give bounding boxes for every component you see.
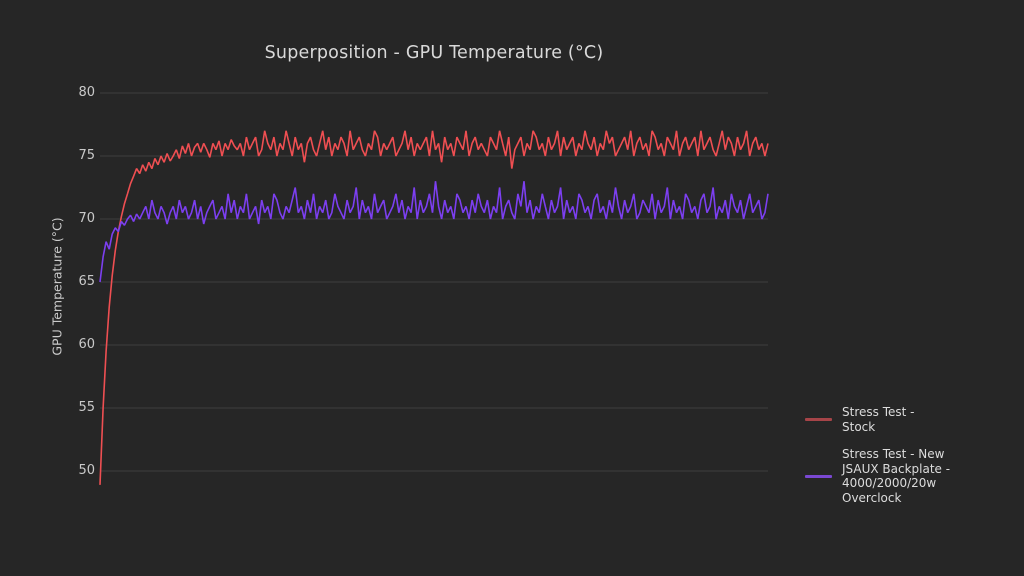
- chart-title: Superposition - GPU Temperature (°C): [264, 43, 604, 63]
- legend-swatch-jsaux-overclock: [805, 474, 832, 478]
- y-tick-label: 70: [78, 211, 95, 226]
- legend-label-jsaux-overclock: Stress Test - New JSAUX Backplate - 4000…: [842, 447, 951, 505]
- legend-swatch-stock: [805, 418, 832, 421]
- y-tick-label: 55: [78, 400, 95, 415]
- y-tick-label: 80: [78, 85, 95, 100]
- y-tick-label: 60: [78, 337, 95, 352]
- y-tick-label: 75: [78, 148, 95, 163]
- series-line-jsaux-overclock: [99, 181, 769, 283]
- legend: Stress Test - Stock Stress Test - New JS…: [805, 405, 1005, 505]
- legend-item-stock: Stress Test - Stock: [805, 405, 1005, 434]
- y-tick-label: 50: [78, 463, 95, 478]
- legend-item-jsaux-overclock: Stress Test - New JSAUX Backplate - 4000…: [805, 447, 1005, 505]
- series-line-stock: [99, 130, 769, 485]
- y-tick-label: 65: [78, 274, 95, 289]
- legend-label-stock: Stress Test - Stock: [842, 405, 915, 434]
